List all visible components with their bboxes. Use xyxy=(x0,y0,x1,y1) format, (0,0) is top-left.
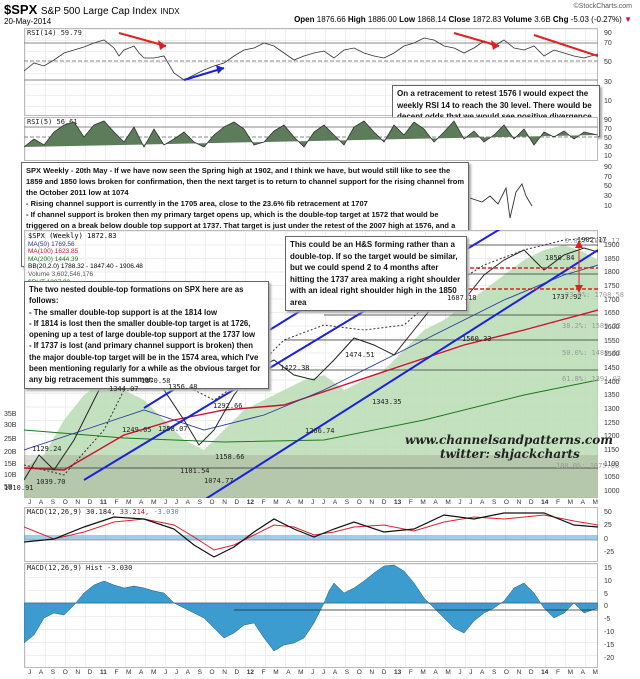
rsi14-plot xyxy=(24,32,598,81)
macd-hist-label: MACD(12,26,9) Hist -3.030 xyxy=(27,564,133,572)
down-arrow-icon: ▼ xyxy=(624,15,632,24)
macd-panel xyxy=(24,507,598,562)
x-axis-price: J A S O N D 11 F M A M J J A S O N D 12 F M A M J J A S O N D 13 F M A M J J… xyxy=(28,499,598,506)
red-arrow-icon xyxy=(158,40,166,50)
x-axis-bottom: J A S O N D 11 F M A M J J A S O N D 12 F M A M J J A S O N D 13 F M A M J J… xyxy=(28,669,598,676)
double-top-note: The two nested double-top formations on … xyxy=(24,281,269,389)
extra-rsi-plot xyxy=(470,183,533,219)
hs-annotation-note: This could be an H&S forming rather than… xyxy=(285,236,467,311)
copyright: ©StockCharts.com xyxy=(573,3,632,10)
macd-hist-plot xyxy=(24,564,598,652)
watermark-twitter: twitter: shjackcharts xyxy=(440,447,580,461)
blue-arrow-icon xyxy=(216,65,224,74)
quote-bar: Open 1876.66 High 1886.00 Low 1868.14 Cl… xyxy=(294,15,632,24)
macd-plot xyxy=(24,512,598,558)
volume-bars xyxy=(24,455,598,498)
rsi14-label: RSI(14) 59.79 xyxy=(27,29,82,37)
watermark-site: www.channelsandpatterns.com xyxy=(405,433,613,447)
rsi5-label: RSI(5) 56.61 xyxy=(27,118,78,126)
chart-date: 20-May-2014 xyxy=(4,17,52,26)
price-legend: $SPX (Weekly) 1872.83 MA(50) 1769.56 MA(… xyxy=(28,232,143,285)
price-plot xyxy=(24,230,598,498)
symbol-title: $SPX S&P 500 Large Cap Index INDX xyxy=(4,2,180,17)
rsi5-plot xyxy=(24,120,598,148)
macd-label: MACD(12,26,9) 30.184, 33.214, -3.030 xyxy=(27,508,179,516)
